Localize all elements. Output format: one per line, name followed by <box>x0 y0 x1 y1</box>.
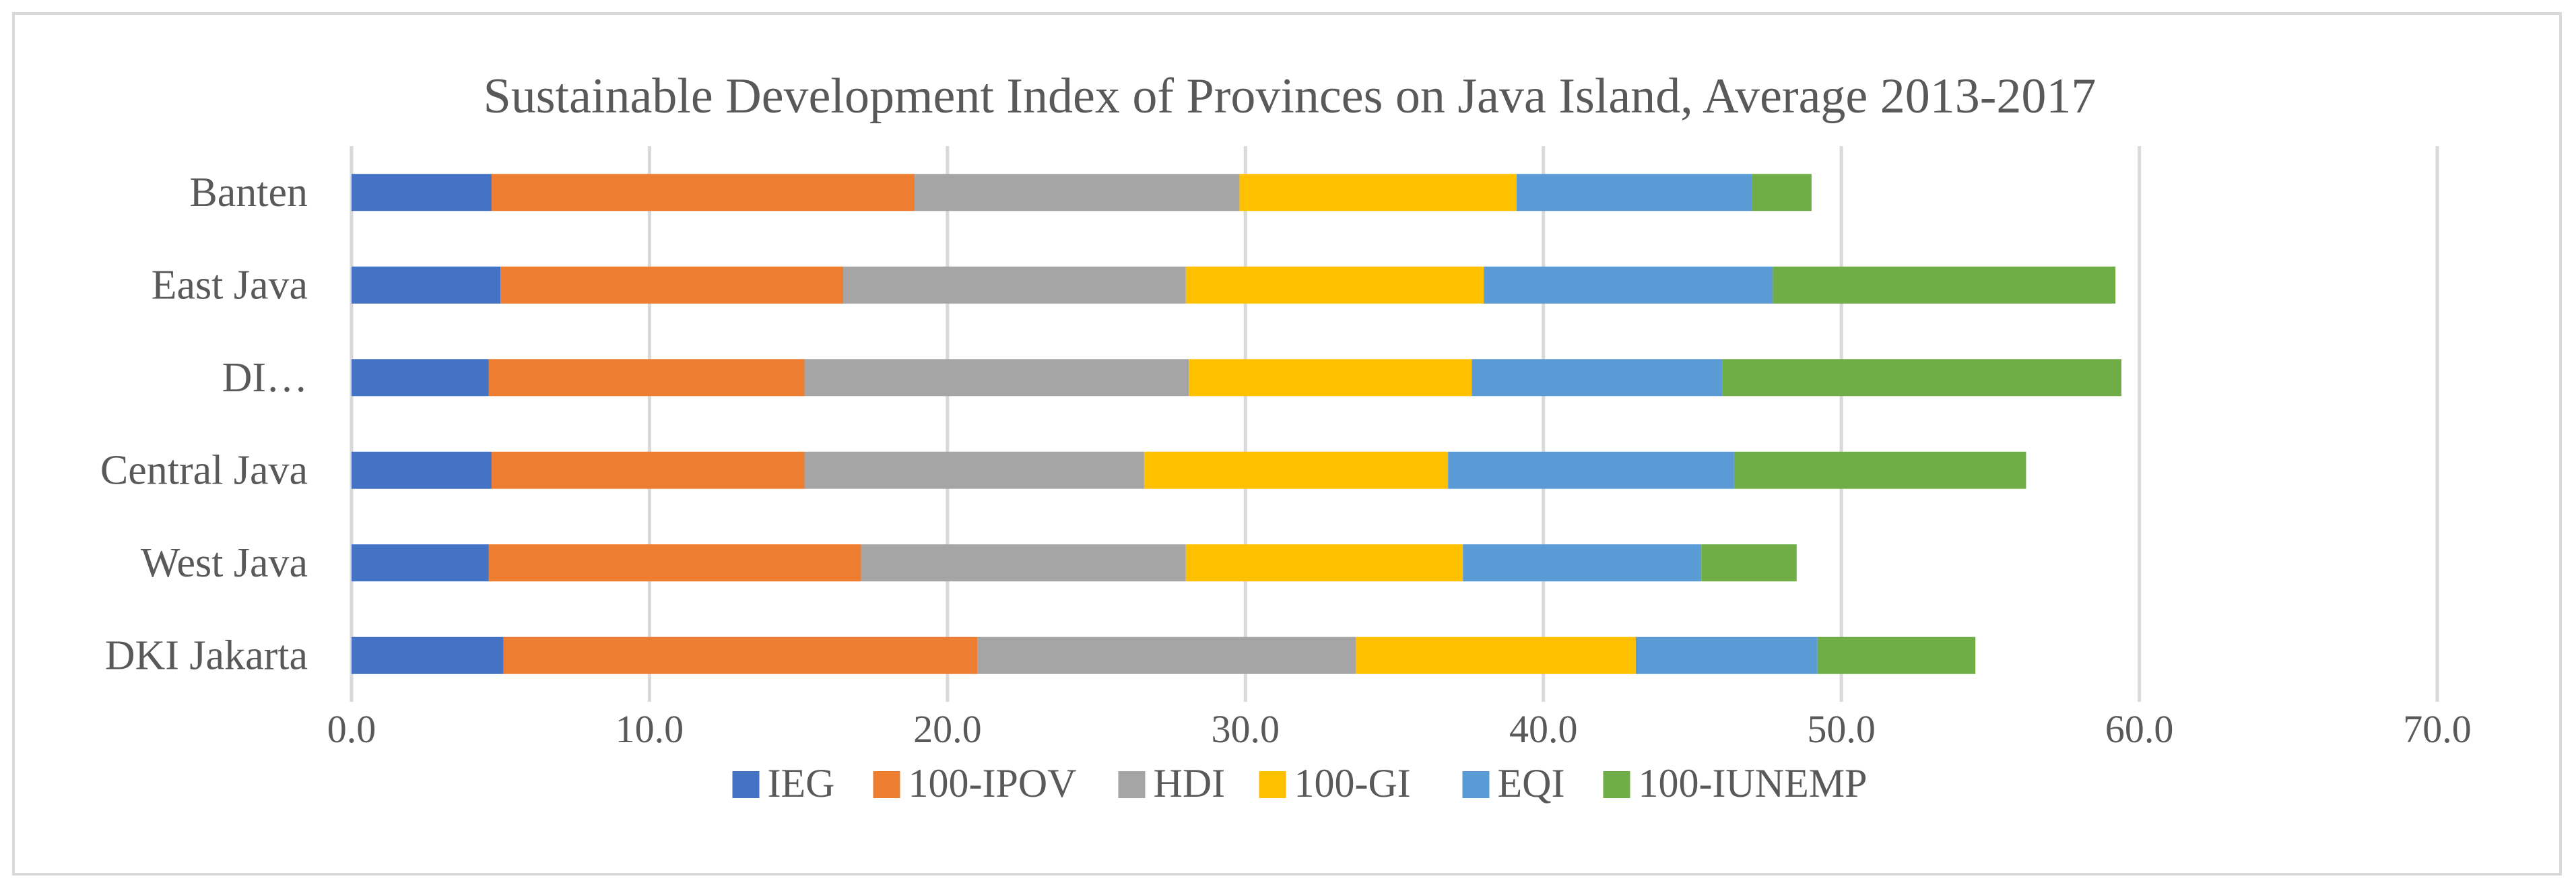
category-label: Central Java <box>100 447 308 493</box>
bar-segment-ieg <box>352 266 501 304</box>
bar-segment-100-gi <box>1355 636 1636 674</box>
x-tick-label: 30.0 <box>1212 707 1280 751</box>
legend-swatch <box>1259 771 1286 798</box>
x-tick-label: 50.0 <box>1807 707 1876 751</box>
legend: IEG 100-IPOV HDI 100-GI EQI 100-IUNEMP <box>732 761 1868 805</box>
bar-segment-100-gi <box>1144 451 1449 489</box>
bar-segment-100-iunemp <box>1733 451 2026 489</box>
bar-segment-hdi <box>804 451 1144 489</box>
bar-segment-ieg <box>352 636 504 674</box>
category-label: East Java <box>152 262 308 308</box>
legend-swatch <box>732 771 760 798</box>
gridlines <box>350 146 2439 702</box>
legend-label: 100-IUNEMP <box>1639 761 1868 805</box>
category-label: West Java <box>141 540 308 586</box>
bar-segment-hdi <box>804 359 1189 397</box>
category-label: DKI Jakarta <box>105 632 308 678</box>
bar-segment-100-iunemp <box>1752 174 1812 211</box>
bar-segment-100-iunemp <box>1722 359 2122 397</box>
bar-segment-eqi <box>1448 451 1734 489</box>
x-tick-label: 40.0 <box>1509 707 1578 751</box>
x-tick-label: 70.0 <box>2403 707 2472 751</box>
x-tick-label: 0.0 <box>327 707 376 751</box>
x-tick-label: 10.0 <box>616 707 684 751</box>
category-label: Banten <box>189 170 308 216</box>
legend-label: 100-GI <box>1294 761 1411 805</box>
legend-label: EQI <box>1498 761 1565 805</box>
bar-segment-100-gi <box>1185 266 1484 304</box>
bars <box>352 174 2122 674</box>
bar-segment-100-gi <box>1185 544 1463 582</box>
bar-segment-ieg <box>352 359 489 397</box>
bar-segment-ieg <box>352 174 492 211</box>
bar-segment-100-iunemp <box>1817 636 1976 674</box>
bar-segment-eqi <box>1516 174 1752 211</box>
bar-segment-100-ipov <box>491 174 915 211</box>
chart-frame: Sustainable Development Index of Provinc… <box>12 12 2562 876</box>
bar-segment-100-ipov <box>488 544 861 582</box>
bar-segment-eqi <box>1463 544 1702 582</box>
bar-segment-hdi <box>843 266 1186 304</box>
bar-segment-100-ipov <box>503 636 978 674</box>
legend-label: 100-IPOV <box>909 761 1077 805</box>
bar-segment-100-ipov <box>491 451 805 489</box>
bar-segment-hdi <box>861 544 1186 582</box>
legend-swatch <box>1603 771 1630 798</box>
bar-segment-100-ipov <box>488 359 805 397</box>
legend-label: HDI <box>1154 761 1226 805</box>
bar-segment-100-gi <box>1239 174 1517 211</box>
x-tick-labels: 0.0 10.0 20.0 30.0 40.0 50.0 60.0 70.0 <box>327 707 2472 751</box>
bar-segment-100-gi <box>1189 359 1472 397</box>
legend-swatch <box>873 771 900 798</box>
bar-segment-100-iunemp <box>1773 266 2116 304</box>
bar-segment-100-iunemp <box>1701 544 1797 582</box>
category-label: DI… <box>222 355 308 401</box>
legend-swatch <box>1118 771 1146 798</box>
legend-label: IEG <box>768 761 835 805</box>
bar-segment-ieg <box>352 451 492 489</box>
bar-segment-eqi <box>1484 266 1773 304</box>
bar-segment-eqi <box>1472 359 1723 397</box>
x-tick-label: 60.0 <box>2105 707 2174 751</box>
category-labels: DKI Jakarta West Java Central Java DI… East … <box>100 170 308 679</box>
x-tick-label: 20.0 <box>913 707 982 751</box>
bar-segment-ieg <box>352 544 489 582</box>
chart-svg: Sustainable Development Index of Provinc… <box>100 69 2472 805</box>
chart-title: Sustainable Development Index of Provinc… <box>484 69 2096 124</box>
bar-segment-eqi <box>1635 636 1818 674</box>
bar-segment-hdi <box>915 174 1240 211</box>
legend-swatch <box>1462 771 1490 798</box>
bar-segment-100-ipov <box>500 266 844 304</box>
bar-segment-hdi <box>977 636 1356 674</box>
